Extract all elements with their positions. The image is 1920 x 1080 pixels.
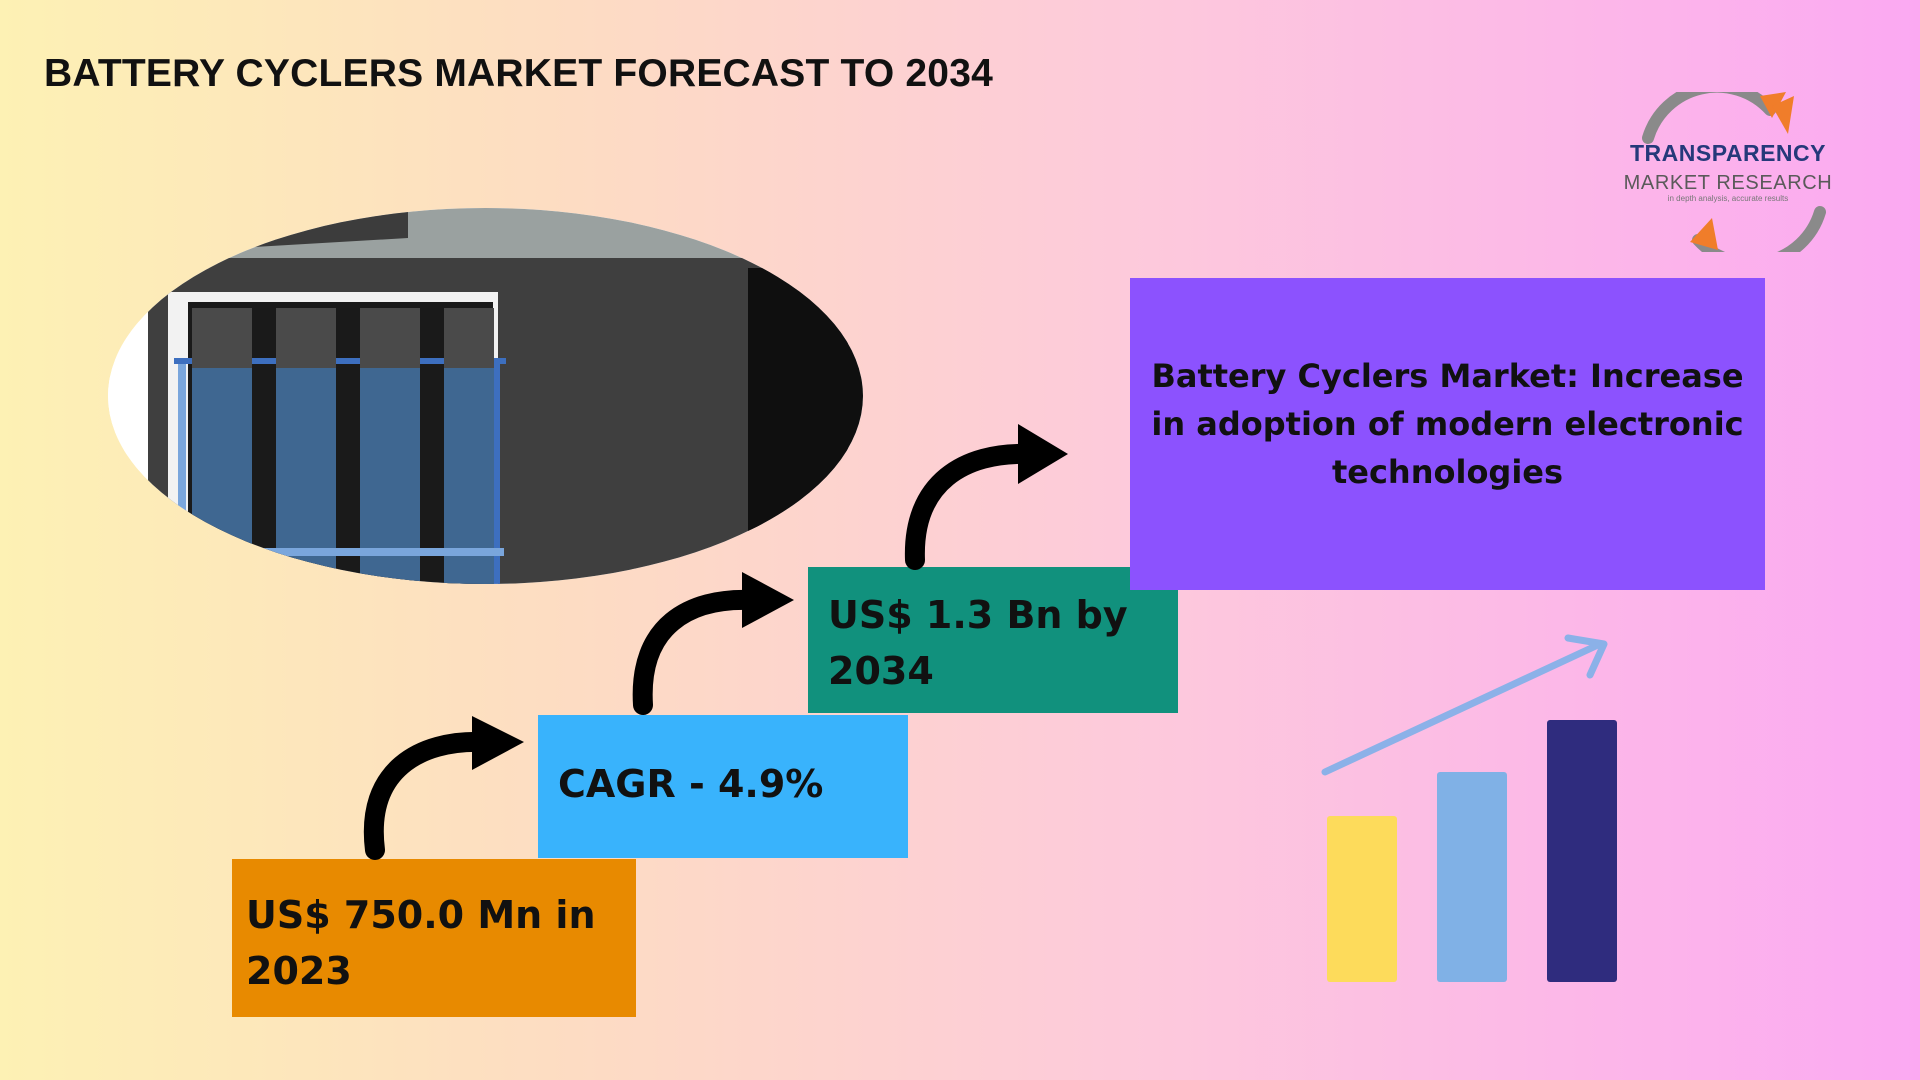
highlight-text: Battery Cyclers Market: Increase in adop… xyxy=(1151,357,1744,491)
growth-bar xyxy=(1437,772,1507,982)
curved-arrow-icon xyxy=(904,443,1038,570)
battery-cycler-equipment-icon xyxy=(108,208,863,584)
trend-line xyxy=(1321,640,1604,776)
battery-cycler-photo xyxy=(108,208,863,584)
logo-name: TRANSPARENCY xyxy=(1630,140,1826,166)
step-box-cagr: CAGR - 4.9% xyxy=(538,715,908,858)
step-box-2034-value: US$ 1.3 Bn by 2034 xyxy=(808,567,1178,713)
step-text-cagr: CAGR - 4.9% xyxy=(558,762,824,806)
growth-bar xyxy=(1547,720,1617,982)
step-text-2034-value: US$ 1.3 Bn by 2034 xyxy=(828,593,1128,693)
arrowhead-icon xyxy=(742,572,794,628)
logo-tagline: in depth analysis, accurate results xyxy=(1667,194,1789,203)
arrowhead-icon xyxy=(1018,424,1068,484)
growth-bar xyxy=(1327,816,1397,982)
growth-bar-chart-icon xyxy=(1321,634,1617,982)
logo-arrow-icon xyxy=(1642,92,1826,252)
logo-subtitle: MARKET RESEARCH xyxy=(1623,172,1833,194)
company-logo: TRANSPARENCY MARKET RESEARCH in depth an… xyxy=(1620,92,1838,252)
page-title: BATTERY CYCLERS MARKET FORECAST TO 2034 xyxy=(44,52,993,95)
trend-arrowhead-icon xyxy=(1564,634,1608,679)
step-text-2023-value: US$ 750.0 Mn in 2023 xyxy=(246,893,596,993)
step-box-2023-value: US$ 750.0 Mn in 2023 xyxy=(232,859,636,1017)
curved-arrow-icon xyxy=(632,589,760,715)
highlight-box: Battery Cyclers Market: Increase in adop… xyxy=(1130,278,1765,590)
arrowhead-icon xyxy=(472,716,524,770)
curved-arrow-icon xyxy=(363,731,492,860)
